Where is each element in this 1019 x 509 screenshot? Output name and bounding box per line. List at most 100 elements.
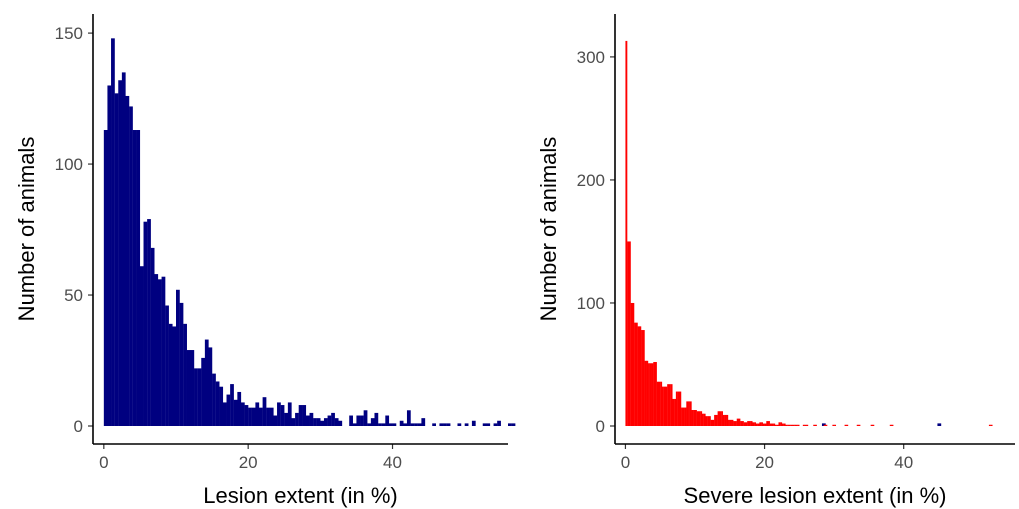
histogram-bar xyxy=(632,302,635,426)
histogram-bar xyxy=(511,423,516,426)
x-tick-label: 0 xyxy=(621,453,630,472)
histogram-bar xyxy=(802,424,805,426)
histogram-bar xyxy=(686,401,689,426)
histogram-bar xyxy=(269,407,274,426)
histogram-bar xyxy=(385,415,390,426)
y-tick-label: 0 xyxy=(596,417,605,436)
histogram-bar xyxy=(794,424,797,426)
y-axis-title-severe-lesion-extent: Number of animals xyxy=(536,137,561,322)
histogram-bar xyxy=(161,276,166,426)
x-axis-title-lesion-extent: Lesion extent (in %) xyxy=(203,483,397,508)
histogram-bar xyxy=(388,423,393,426)
histogram-bar xyxy=(486,423,491,426)
histogram-bar xyxy=(856,424,859,426)
histogram-bar xyxy=(374,412,379,426)
histogram-bar xyxy=(634,322,637,426)
histogram-bar xyxy=(641,330,643,426)
histogram-bar xyxy=(823,424,826,426)
x-tick-label: 20 xyxy=(755,453,774,472)
histogram-bar xyxy=(747,421,750,426)
histogram-bar xyxy=(327,415,332,426)
histogram-bar xyxy=(363,410,368,426)
histogram-bar xyxy=(787,424,790,426)
histogram-bar xyxy=(717,411,720,426)
histogram-bar xyxy=(443,423,447,426)
y-tick-label: 100 xyxy=(55,155,83,174)
histogram-bar xyxy=(775,424,777,426)
histogram-bar xyxy=(741,421,744,426)
histogram-bar xyxy=(635,322,638,426)
histogram-bar xyxy=(937,423,942,426)
histogram-bar xyxy=(111,38,115,427)
histogram-bar xyxy=(642,330,645,426)
histogram-bar xyxy=(790,424,793,426)
histogram-bar xyxy=(625,40,628,427)
histogram-bar xyxy=(125,95,130,427)
histogram-bar xyxy=(858,424,861,426)
y-tick-label: 100 xyxy=(577,294,605,313)
histogram-bar xyxy=(399,420,404,426)
histogram-bar xyxy=(392,423,397,426)
histogram-bar xyxy=(762,423,765,426)
histogram-bar xyxy=(627,241,630,426)
histogram-bar xyxy=(710,419,713,426)
x-ticks-lesion-extent: 0 20 40 xyxy=(99,444,402,472)
histogram-bar xyxy=(740,421,743,426)
histogram-bar xyxy=(298,405,303,426)
histogram-lesion-extent: 0 50 100 150 0 20 40 Lesion extent (in %) Num… xyxy=(14,14,942,508)
histogram-bar xyxy=(795,424,798,426)
histogram-bar xyxy=(715,414,718,426)
histogram-bar xyxy=(464,423,469,426)
histogram-bar xyxy=(154,274,159,426)
y-ticks-lesion-extent: 0 50 100 150 xyxy=(55,24,93,436)
histogram-bar xyxy=(439,423,444,426)
histogram-bar xyxy=(251,407,256,426)
histogram-bar xyxy=(750,421,753,426)
histogram-bar xyxy=(240,402,245,426)
histogram-bar xyxy=(714,414,717,426)
histogram-bar xyxy=(754,422,757,426)
histogram-bar xyxy=(107,85,112,426)
histogram-bar xyxy=(743,422,746,426)
x-tick-label: 40 xyxy=(383,453,402,472)
histogram-bar xyxy=(233,399,238,426)
histogram-bar xyxy=(670,384,673,426)
histogram-bar xyxy=(693,410,696,426)
histogram-bar xyxy=(302,405,307,426)
histogram-bar xyxy=(248,407,252,426)
histogram-bar xyxy=(785,424,788,426)
histogram-bar xyxy=(410,423,415,426)
histogram-bar xyxy=(776,424,779,426)
histogram-bar xyxy=(417,423,422,426)
histogram-bar xyxy=(320,420,325,426)
histogram-bar xyxy=(172,326,177,426)
histogram-bar xyxy=(139,266,144,426)
histogram-bar xyxy=(771,423,774,426)
histogram-bar xyxy=(778,422,781,426)
histogram-bar xyxy=(684,407,687,426)
histogram-bar xyxy=(403,423,408,426)
histogram-bar xyxy=(212,373,216,426)
histogram-bar xyxy=(834,424,837,426)
y-tick-label: 150 xyxy=(55,24,83,43)
x-tick-label: 0 xyxy=(99,453,108,472)
histogram-bar xyxy=(738,418,741,426)
histogram-bar xyxy=(675,391,678,426)
histogram-bar xyxy=(186,350,191,426)
histogram-bar xyxy=(630,302,633,426)
histogram-bar xyxy=(844,424,847,426)
histogram-bar xyxy=(724,414,727,426)
histogram-bar xyxy=(726,414,729,426)
histogram-bar xyxy=(781,423,784,426)
x-ticks-severe-lesion-extent: 0 20 40 xyxy=(621,444,913,472)
histogram-bar xyxy=(661,386,664,426)
histogram-bar xyxy=(679,391,682,426)
y-tick-label: 200 xyxy=(577,171,605,190)
histogram-bar xyxy=(121,72,126,426)
bars-lesion-extent xyxy=(103,38,942,427)
histogram-bar xyxy=(165,305,169,426)
histogram-bar xyxy=(313,418,317,426)
histogram-bar xyxy=(677,391,680,426)
histogram-bar xyxy=(497,420,501,426)
